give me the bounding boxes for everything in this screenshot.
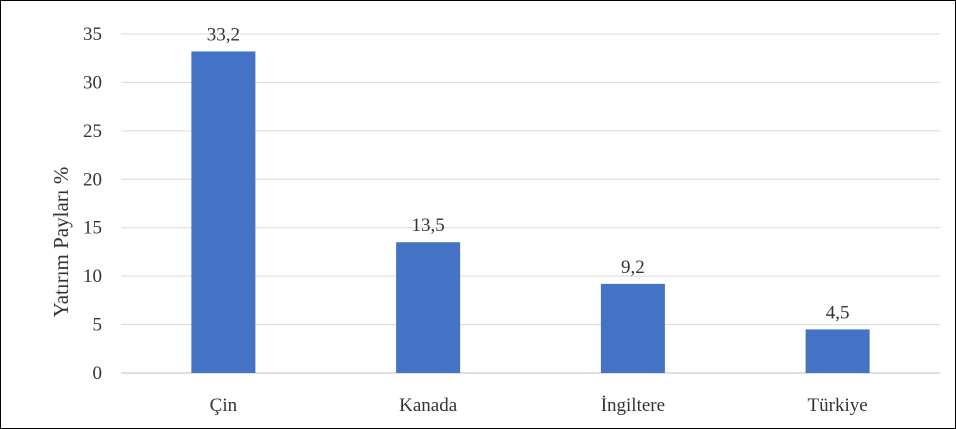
y-tick-label: 30 — [83, 72, 102, 93]
y-tick-label: 0 — [93, 363, 103, 384]
y-tick-label: 25 — [83, 121, 102, 142]
y-tick-label: 10 — [83, 266, 102, 287]
bar — [191, 51, 256, 373]
x-tick-label: Türkiye — [808, 395, 868, 416]
data-label: 9,2 — [621, 257, 645, 278]
x-tick-label: Çin — [210, 395, 238, 416]
data-labels: 33,2 13,5 9,2 4,5 — [207, 24, 850, 323]
x-axis-ticks: Çin Kanada İngiltere Türkiye — [210, 395, 868, 416]
y-axis-title: Yatırım Payları % — [49, 167, 73, 318]
y-tick-label: 15 — [83, 218, 102, 239]
y-axis-ticks: 0 5 10 15 20 25 30 35 — [83, 24, 102, 384]
x-tick-label: Kanada — [399, 395, 458, 416]
bar — [600, 283, 665, 373]
data-label: 33,2 — [207, 24, 240, 45]
bars — [191, 51, 870, 373]
data-label: 13,5 — [412, 215, 445, 236]
gridlines — [121, 33, 940, 374]
x-tick-label: İngiltere — [601, 395, 665, 416]
y-tick-label: 5 — [93, 315, 103, 336]
y-tick-label: 35 — [83, 24, 102, 45]
data-label: 4,5 — [826, 302, 850, 323]
bar — [396, 242, 461, 373]
y-tick-label: 20 — [83, 169, 102, 190]
bar — [805, 329, 870, 373]
